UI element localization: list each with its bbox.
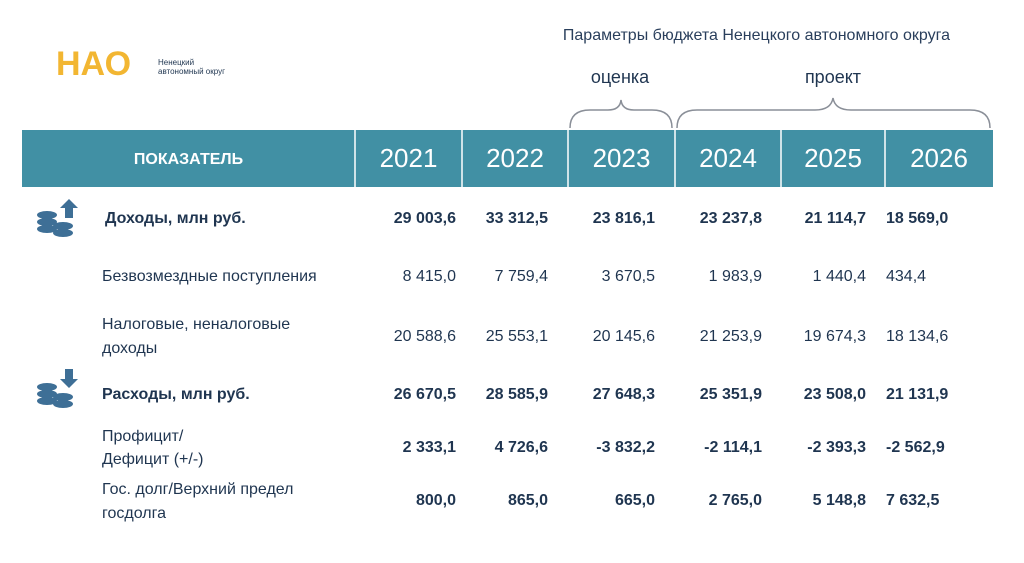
estimate-label: оценка bbox=[591, 67, 650, 87]
cell-value: 21 131,9 bbox=[886, 386, 948, 403]
cell-value: 18 134,6 bbox=[886, 328, 948, 345]
cell-value: -3 832,2 bbox=[596, 439, 655, 456]
column-header: 2024 bbox=[699, 143, 757, 173]
column-header: 2022 bbox=[486, 143, 544, 173]
row-label: Гос. долг/Верхний предел bbox=[102, 481, 293, 498]
row-label: Безвозмездные поступления bbox=[102, 268, 317, 285]
column-header: 2021 bbox=[380, 143, 438, 173]
cell-value: 23 508,0 bbox=[804, 386, 866, 403]
row-label: Расходы, млн руб. bbox=[102, 386, 250, 403]
cell-value: 23 237,8 bbox=[700, 210, 762, 227]
title: Параметры бюджета Ненецкого автономного … bbox=[563, 27, 950, 44]
row-label: Профицит/ bbox=[102, 428, 184, 445]
bracket bbox=[676, 97, 991, 129]
column-header: 2025 bbox=[804, 143, 862, 173]
cell-value: 434,4 bbox=[886, 268, 926, 285]
cell-value: 800,0 bbox=[416, 492, 456, 509]
cell-value: -2 562,9 bbox=[886, 439, 945, 456]
cell-value: 1 983,9 bbox=[709, 268, 762, 285]
logo-caption: Ненецкий bbox=[158, 58, 194, 67]
cell-value: 20 145,6 bbox=[593, 328, 655, 345]
column-header: 2023 bbox=[593, 143, 651, 173]
cell-value: 21 114,7 bbox=[805, 210, 867, 227]
cell-value: 33 312,5 bbox=[486, 210, 548, 227]
logo-mark-text: НАО bbox=[56, 45, 131, 83]
cell-value: 8 415,0 bbox=[403, 268, 456, 285]
row-label: Дефицит (+/-) bbox=[102, 451, 203, 468]
cell-value: -2 393,3 bbox=[807, 439, 866, 456]
cell-value: 23 816,1 bbox=[593, 210, 655, 227]
cell-value: -2 114,1 bbox=[704, 439, 762, 456]
cell-value: 18 569,0 bbox=[886, 210, 948, 227]
cell-value: 4 726,6 bbox=[495, 439, 548, 456]
logo-caption: автономный округ bbox=[158, 67, 225, 76]
cell-value: 25 553,1 bbox=[486, 328, 548, 345]
table-header bbox=[22, 130, 993, 187]
cell-value: 27 648,3 bbox=[593, 386, 655, 403]
bracket bbox=[569, 99, 673, 129]
cell-value: 2 765,0 bbox=[709, 492, 762, 509]
cell-value: 7 632,5 bbox=[886, 492, 939, 509]
cell-value: 26 670,5 bbox=[394, 386, 456, 403]
cell-value: 20 588,6 bbox=[394, 328, 456, 345]
expense-icon bbox=[37, 369, 78, 408]
column-header: 2026 bbox=[910, 143, 968, 173]
cell-value: 29 003,6 bbox=[394, 210, 456, 227]
cell-value: 25 351,9 bbox=[700, 386, 762, 403]
row-label: госдолга bbox=[102, 505, 166, 522]
cell-value: 21 253,9 bbox=[700, 328, 762, 345]
row-label: Доходы, млн руб. bbox=[105, 210, 246, 227]
cell-value: 1 440,4 bbox=[813, 268, 866, 285]
cell-value: 7 759,4 bbox=[495, 268, 548, 285]
cell-value: 28 585,9 bbox=[486, 386, 548, 403]
cell-value: 19 674,3 bbox=[804, 328, 866, 345]
cell-value: 665,0 bbox=[615, 492, 655, 509]
column-header: ПОКАЗАТЕЛЬ bbox=[134, 151, 243, 168]
cell-value: 865,0 bbox=[508, 492, 548, 509]
logo: НАО Ненецкий автономный округ bbox=[56, 45, 225, 83]
project-label: проект bbox=[805, 67, 861, 87]
row-label: доходы bbox=[102, 340, 157, 357]
cell-value: 5 148,8 bbox=[813, 492, 866, 509]
cell-value: 2 333,1 bbox=[403, 439, 456, 456]
income-icon bbox=[37, 199, 78, 237]
logo-mark: НАО bbox=[56, 45, 131, 83]
cell-value: 3 670,5 bbox=[602, 268, 655, 285]
row-label: Налоговые, неналоговые bbox=[102, 316, 290, 333]
